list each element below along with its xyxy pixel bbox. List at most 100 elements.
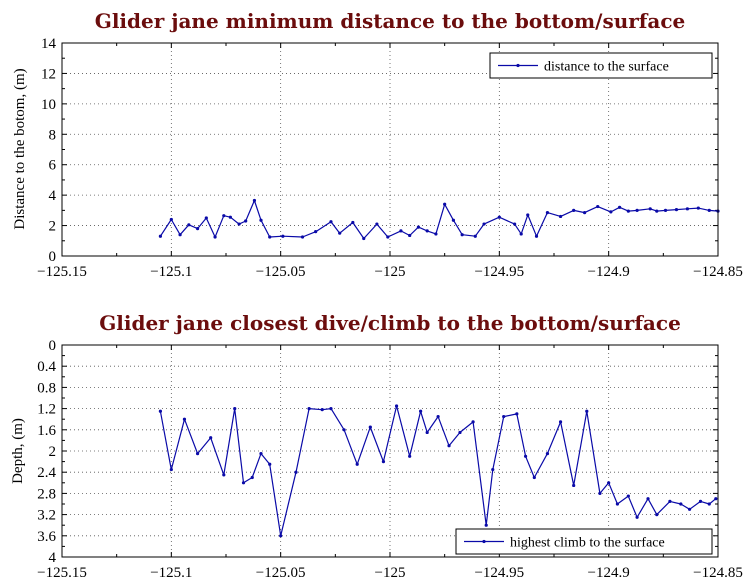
data-point [572,208,576,212]
y-tick-label: 0.8 [37,380,56,396]
data-point [451,218,456,222]
x-tick-label: −124.95 [474,264,524,280]
data-point [368,425,372,429]
x-tick-label: −125.1 [150,565,192,581]
y-tick-label: 1.6 [37,423,56,439]
x-tick-label: −124.9 [588,264,630,280]
data-point [209,436,213,440]
series-layer [158,198,720,241]
data-point [252,198,257,203]
data-point [279,534,283,538]
legend: distance to the surface [489,52,713,79]
y-tick-label: 4 [49,188,57,204]
legend-label: distance to the surface [544,60,669,75]
x-tick-label: −124.85 [693,264,743,280]
data-point [609,210,613,214]
data-point [434,232,438,236]
data-point [381,460,386,464]
data-point [473,234,477,238]
data-point [294,470,298,474]
data-point [626,494,630,498]
data-point [233,407,237,411]
y-tick-label: 0 [49,249,57,265]
data-point [408,454,412,458]
data-point [558,214,563,219]
data-point [342,428,346,432]
data-point [515,412,519,416]
y-tick-label: 6 [49,158,57,174]
data-point [259,452,263,456]
data-point [320,408,324,412]
data-point [519,232,523,236]
y-tick-label: 2.8 [37,486,56,502]
data-point [679,502,683,506]
data-point [698,499,703,503]
data-point [615,502,620,506]
data-point [300,235,305,239]
x-tick-label: −124.9 [588,565,630,581]
data-point [668,499,672,503]
data-point [362,236,366,241]
data-point [607,481,611,485]
data-point [222,473,226,477]
data-point [545,452,550,456]
data-point [338,231,342,235]
series-line [159,405,717,537]
data-point [244,219,248,223]
data-point [436,414,440,419]
y-tick-label: 2.4 [37,465,56,481]
data-point [502,414,506,419]
data-point [674,207,679,212]
data-point [663,208,668,212]
data-point [523,454,528,458]
data-point [419,409,423,413]
y-tick-label: 1.2 [37,402,56,418]
x-tick-label: −125.15 [37,264,87,280]
legend-marker [482,539,486,544]
x-tick-label: −125 [375,565,406,581]
data-point [375,222,379,226]
ticks: −125.15 −125.1 −125.05 −125 −124.95 −124.9 −12… [37,338,743,581]
data-point [497,215,501,219]
plot-frame [61,42,719,257]
data-point [572,483,576,488]
y-tick-label: 8 [49,127,57,143]
plot-frame [61,344,719,558]
data-point [685,207,689,211]
y-tick-label: 12 [41,66,56,82]
data-point [526,213,530,217]
y-tick-label: 10 [41,97,56,113]
data-point [169,217,173,222]
data-point [714,497,718,501]
gridlines [62,43,718,256]
data-point [204,216,208,220]
y-tick-label: 2 [49,444,57,460]
data-point [532,475,536,480]
data-point [182,417,187,421]
data-point [443,202,447,206]
data-point [425,229,429,233]
data-point [687,507,692,511]
depth-panel: Glider jane closest dive/climb to the bo… [10,311,743,581]
data-point [707,208,711,212]
data-point [626,209,630,213]
data-point [187,223,191,227]
y-tick-label: 2 [49,219,57,235]
y-axis-label: Depth, (m) [10,418,26,484]
data-point [250,475,254,480]
data-point [585,409,589,413]
y-tick-label: 0.4 [37,359,56,375]
y-tick-label: 14 [41,36,57,52]
ticks: −125.15 −125.1 −125.05 −125 −124.95 −124.9 −12… [37,36,743,280]
legend-marker [516,63,520,68]
data-point [460,233,464,237]
data-point [241,481,246,485]
chart-title: Glider jane minimum distance to the bott… [95,9,686,33]
data-point [237,222,241,226]
data-point [178,233,182,237]
data-point [351,220,355,225]
data-point [329,220,333,224]
data-point [314,230,318,234]
y-tick-label: 3.6 [37,529,56,545]
data-point [213,235,217,239]
